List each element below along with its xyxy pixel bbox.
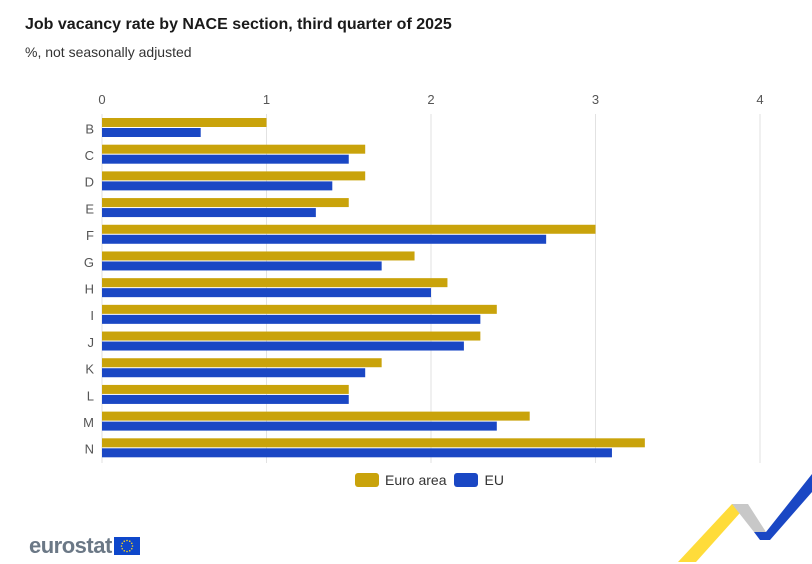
flag-star <box>125 550 128 553</box>
category-label: M <box>83 415 94 430</box>
bar-eu <box>102 341 464 351</box>
bar-euro-area <box>102 171 366 181</box>
category-label: K <box>85 362 94 377</box>
x-tick-label: 2 <box>427 92 434 107</box>
flag-star <box>130 542 133 545</box>
x-tick-label: 4 <box>756 92 763 107</box>
flag-star <box>123 549 125 552</box>
bar-euro-area <box>102 331 481 341</box>
bar-euro-area <box>102 118 267 127</box>
legend-label-eu: EU <box>484 472 504 488</box>
category-label: L <box>87 388 94 403</box>
bar-eu <box>102 154 349 164</box>
category-label: H <box>85 282 94 297</box>
flag-star <box>131 545 134 547</box>
flag-star <box>130 547 133 550</box>
legend-item-eu[interactable]: EU <box>454 472 504 488</box>
bar-euro-area <box>102 438 645 448</box>
bar-euro-area <box>102 304 497 314</box>
bar-eu <box>102 314 481 324</box>
bar-eu <box>102 421 497 431</box>
x-tick-label: 1 <box>263 92 270 107</box>
legend-item-euro-area[interactable]: Euro area <box>355 472 446 488</box>
decorative-ribbon-icon <box>678 474 812 562</box>
bar-eu <box>102 448 612 458</box>
legend-swatch-eu <box>454 473 479 487</box>
category-label: C <box>85 148 94 163</box>
flag-star <box>121 547 123 550</box>
bar-eu <box>102 234 547 244</box>
bar-eu <box>102 368 366 378</box>
bar-euro-area <box>102 411 530 421</box>
legend: Euro area EU <box>355 472 504 488</box>
category-label: J <box>88 335 95 350</box>
category-label: F <box>86 228 94 243</box>
legend-label-euro-area: Euro area <box>385 472 447 488</box>
category-label: N <box>85 442 94 457</box>
flag-star <box>128 549 131 552</box>
flag-star <box>123 540 125 543</box>
bar-euro-area <box>102 251 415 261</box>
flag-star <box>121 542 123 545</box>
bar-eu <box>102 288 431 298</box>
category-label: D <box>85 175 94 190</box>
flag-star <box>128 540 131 543</box>
chart-subtitle: %, not seasonally adjusted <box>25 44 192 60</box>
x-tick-label: 3 <box>592 92 599 107</box>
bar-euro-area <box>102 224 596 234</box>
category-label: G <box>84 255 94 270</box>
eurostat-logo: eurostat <box>29 533 140 559</box>
category-label: E <box>85 201 94 216</box>
bar-eu <box>102 394 349 404</box>
flag-star <box>120 545 123 547</box>
bar-euro-area <box>102 198 349 208</box>
bar-euro-area <box>102 144 366 154</box>
x-tick-label: 0 <box>98 92 105 107</box>
logo-text: eurostat <box>29 533 112 558</box>
bar-euro-area <box>102 384 349 394</box>
flag-star <box>125 539 128 542</box>
bar-eu <box>102 181 333 191</box>
category-label: B <box>85 121 94 136</box>
bar-eu <box>102 128 201 137</box>
eu-flag-icon <box>113 537 140 555</box>
legend-swatch-euro-area <box>355 473 379 487</box>
bar-eu <box>102 208 316 218</box>
category-label: I <box>90 308 94 323</box>
bar-eu <box>102 261 382 271</box>
bar-euro-area <box>102 358 382 368</box>
chart-title: Job vacancy rate by NACE section, third … <box>25 16 452 33</box>
bar-euro-area <box>102 278 448 288</box>
